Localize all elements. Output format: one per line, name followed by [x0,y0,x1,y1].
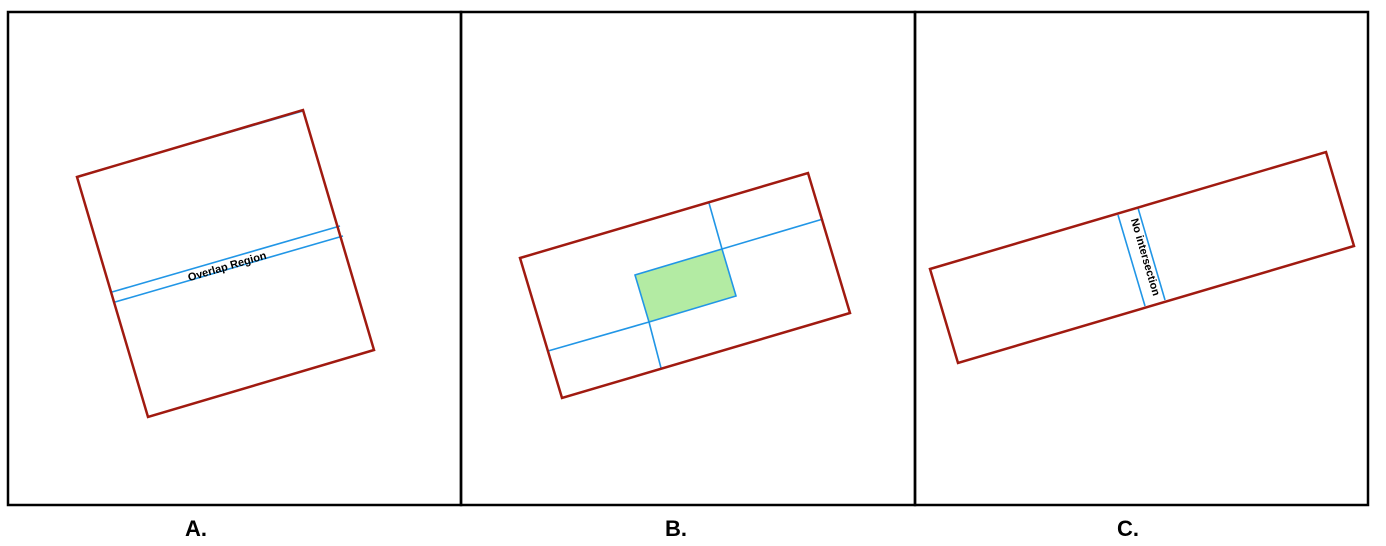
panel-a-band-line-bottom [114,235,344,303]
panel-b [459,10,917,507]
panel-c-frame [913,10,1370,507]
panel-b-line-vertical-bottom [648,321,662,369]
panel-a-label: A. [185,516,207,541]
panel-c: No intersection [913,10,1370,507]
panel-c-line-right [1137,207,1166,301]
panel-b-line-vertical-top [708,202,723,250]
panel-c-rectangle [928,150,1356,365]
panel-b-line-horizontal-top [721,218,824,250]
panel-b-line-horizontal-bottom [547,321,650,352]
panel-a-rectangle [75,108,376,419]
panel-a-band-line-top [111,225,341,293]
panel-a: Overlap Region [6,10,463,507]
panel-c-label: C. [1117,516,1139,541]
panel-b-overlap-region [634,248,737,323]
panel-c-line-left [1117,214,1146,307]
panel-b-label: B. [665,516,687,541]
panel-b-rectangle [518,171,852,400]
